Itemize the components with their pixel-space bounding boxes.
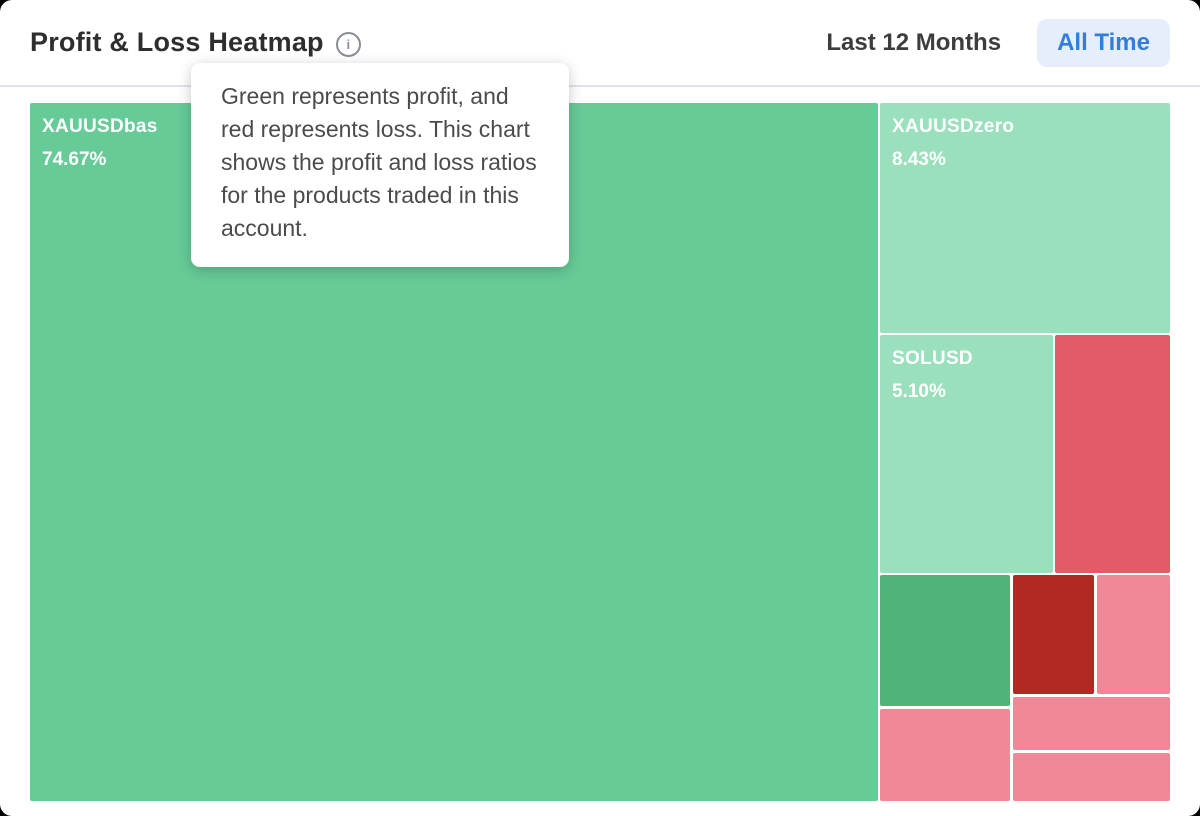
card-header: Profit & Loss Heatmap i Last 12 Months A… (0, 0, 1200, 85)
tile-label: XAUUSDbas (42, 116, 158, 137)
treemap-tile-solusd[interactable]: SOLUSD 5.10% (879, 335, 1054, 574)
treemap-tile[interactable] (1013, 574, 1095, 694)
tile-value: 5.10% (891, 381, 946, 403)
treemap-tile[interactable] (1055, 335, 1170, 574)
treemap-tile[interactable] (1013, 752, 1170, 801)
header-title-group: Profit & Loss Heatmap i (30, 27, 361, 58)
tooltip-text: Green represents profit, and red represe… (221, 83, 537, 241)
treemap-tile[interactable] (1013, 696, 1170, 751)
tile-label: SOLUSD (891, 348, 973, 370)
treemap-tile[interactable] (1097, 574, 1170, 694)
tile-label: XAUUSDzero (891, 116, 1015, 137)
info-icon-glyph: i (346, 36, 351, 52)
tile-value: 8.43% (891, 149, 946, 170)
treemap-tile[interactable] (879, 574, 1010, 707)
treemap-tile[interactable] (879, 708, 1010, 801)
info-circle-icon[interactable]: i (335, 31, 361, 57)
header-divider (0, 85, 1200, 87)
range-last-12-months-button[interactable]: Last 12 Months (824, 19, 1003, 67)
treemap-tile-xauusdzero[interactable]: XAUUSDzero 8.43% (879, 103, 1170, 333)
range-all-time-button[interactable]: All Time (1037, 18, 1170, 67)
treemap-chart: XAUUSDbas 74.67% XAUUSDzero 8.43% SOLUSD 5.10… (30, 103, 1170, 801)
range-selector: Last 12 Months All Time (824, 18, 1170, 67)
page-title: Profit & Loss Heatmap (30, 27, 324, 57)
tile-value: 74.67% (42, 149, 107, 170)
info-tooltip: Green represents profit, and red represe… (191, 63, 569, 267)
